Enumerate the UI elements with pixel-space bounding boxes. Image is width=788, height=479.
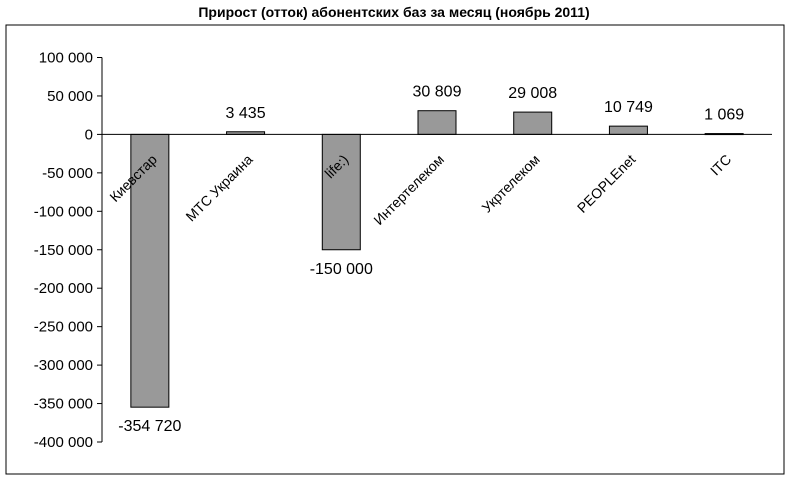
data-label: 1 069 [704, 107, 744, 124]
y-tick-label: -350 000 [34, 396, 93, 413]
data-label: 3 435 [226, 105, 266, 122]
data-label: -150 000 [310, 261, 373, 278]
y-tick-label: -100 000 [34, 203, 93, 220]
y-tick-label: -200 000 [34, 280, 93, 297]
y-axis: 100 000 50 000 0 -50 000 -100 000 -150 000 -20… [34, 50, 103, 451]
y-tick-label: 100 000 [39, 50, 93, 67]
y-tick-label: -300 000 [34, 357, 93, 374]
bar [608, 125, 648, 135]
y-tick-label: 0 [85, 126, 93, 143]
y-tick-label: -150 000 [34, 242, 93, 259]
y-tick-label: -400 000 [34, 434, 93, 451]
data-labels: -354 720 3 435 -150 000 30 809 29 008 10 749 1… [118, 84, 744, 435]
y-tick-label: 50 000 [47, 88, 93, 105]
data-label: 30 809 [413, 84, 462, 101]
y-tick-label: -250 000 [34, 319, 93, 336]
bar [321, 133, 361, 251]
y-tick-label: -50 000 [42, 165, 93, 182]
chart-title: Прирост (отток) абонентских баз за месяц… [198, 4, 590, 20]
bars [130, 110, 744, 408]
chart-frame [5, 24, 785, 475]
bar [130, 133, 170, 408]
data-label: 10 749 [604, 99, 653, 116]
data-label: -354 720 [118, 418, 181, 435]
data-label: 29 008 [508, 85, 557, 102]
bar [417, 110, 457, 135]
bar [513, 111, 553, 135]
